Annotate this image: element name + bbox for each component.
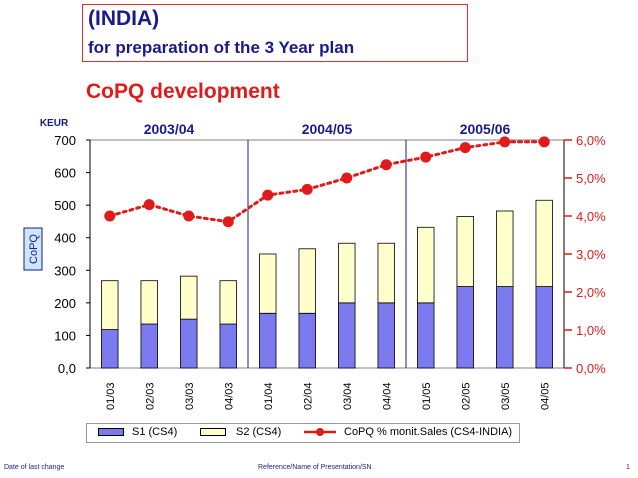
left-tick-label: 300 (54, 263, 76, 278)
copq-point (143, 199, 155, 211)
left-axis-unit: KEUR (40, 118, 69, 129)
bar-s1 (219, 323, 237, 369)
left-tick-label: 0,0 (58, 361, 76, 376)
x-tick-label: 01/04 (263, 382, 275, 410)
copq-point (499, 136, 511, 148)
left-tick-label: 700 (54, 133, 76, 148)
x-tick-label: 04/03 (223, 382, 235, 410)
right-tick-label: 1,0% (576, 323, 606, 338)
bar-s1 (456, 286, 474, 369)
bar-s2 (219, 280, 237, 325)
left-tick-label: 600 (54, 166, 76, 181)
x-tick-label: 01/05 (421, 382, 433, 410)
bar-s1 (180, 318, 198, 369)
footer-reference: Reference/Name of Presentation/SN (258, 464, 372, 471)
copq-point (104, 210, 116, 222)
chart-headline: CoPQ development (86, 80, 280, 103)
bar-s2 (456, 216, 474, 287)
legend (86, 423, 520, 443)
x-tick-label: 01/03 (105, 382, 117, 410)
right-tick-label: 2,0% (576, 285, 606, 300)
right-tick-label: 6,0% (576, 133, 606, 148)
legend-label-s1: S1 (CS4) (132, 426, 178, 438)
legend-swatch-line (304, 428, 336, 436)
left-axis-label: CoPQ (28, 234, 40, 264)
bar-s2 (101, 280, 119, 330)
bar-s2 (535, 199, 553, 287)
x-tick-label: 02/04 (302, 382, 314, 410)
copq-line (108, 140, 546, 224)
copq-point (262, 189, 274, 201)
bar-s2 (377, 242, 395, 304)
copq-point (222, 216, 234, 228)
copq-point (301, 183, 313, 195)
x-tick-label: 03/05 (500, 382, 512, 410)
x-tick-label: 03/03 (184, 382, 196, 410)
copq-point (183, 210, 195, 222)
x-tick-label: 04/04 (381, 382, 393, 410)
x-tick-label: 02/05 (460, 382, 472, 410)
bar-s2 (180, 275, 198, 320)
bar-s1 (338, 302, 356, 369)
left-axis-label-box (23, 227, 43, 271)
left-tick-label: 100 (54, 328, 76, 343)
bar-s2 (259, 253, 277, 314)
bar-s1 (101, 329, 119, 369)
bar-s1 (298, 312, 316, 369)
bar-s1 (417, 302, 435, 369)
bar-s2 (140, 280, 158, 325)
period-label: 2004/05 (302, 121, 353, 137)
page-subtitle: for preparation of the 3 Year plan (88, 38, 355, 57)
copq-point (380, 159, 392, 171)
copq-point (341, 172, 353, 184)
legend-swatch-s2 (200, 428, 226, 436)
bar-s1 (496, 286, 514, 369)
bar-s1 (535, 286, 553, 369)
right-tick-label: 4,0% (576, 209, 606, 224)
x-tick-label: 02/03 (144, 382, 156, 410)
x-tick-label: 04/05 (539, 382, 551, 410)
right-tick-label: 5,0% (576, 171, 606, 186)
period-label: 2003/04 (144, 121, 195, 137)
right-tick-label: 3,0% (576, 247, 606, 262)
plot-frame (89, 139, 565, 369)
footer-page-number: 1 (626, 464, 630, 471)
bar-s1 (377, 302, 395, 369)
footer-date: Date of last change (4, 464, 65, 471)
legend-label-line: CoPQ % monit.Sales (CS4-INDIA) (344, 426, 513, 438)
copq-point (538, 136, 550, 148)
copq-point (420, 151, 432, 163)
bar-s2 (298, 248, 316, 314)
bar-s2 (417, 226, 435, 304)
left-tick-label: 500 (54, 198, 76, 213)
page-title: (INDIA) (88, 7, 160, 30)
bar-s2 (338, 242, 356, 304)
header-box (82, 4, 468, 62)
left-tick-label: 200 (54, 296, 76, 311)
legend-label-s2: S2 (CS4) (236, 426, 282, 438)
x-tick-label: 03/04 (342, 382, 354, 410)
bar-s1 (140, 323, 158, 369)
right-tick-label: 0,0% (576, 361, 606, 376)
copq-point (459, 142, 471, 154)
bar-s1 (259, 312, 277, 369)
bar-s2 (496, 210, 514, 287)
left-tick-label: 400 (54, 231, 76, 246)
legend-swatch-s1 (98, 428, 124, 436)
period-label: 2005/06 (460, 121, 511, 137)
